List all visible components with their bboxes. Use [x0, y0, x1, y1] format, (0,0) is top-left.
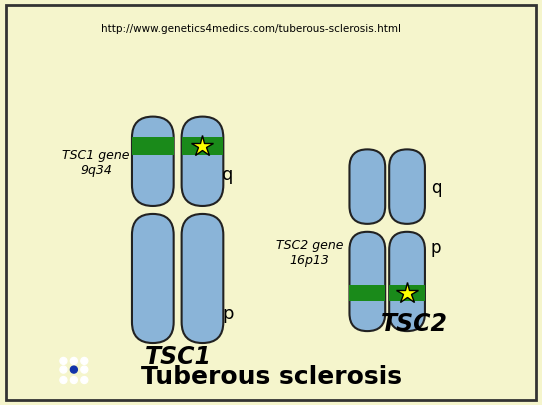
- FancyBboxPatch shape: [182, 117, 223, 206]
- FancyBboxPatch shape: [6, 5, 536, 400]
- Text: TSC2 gene
16p13: TSC2 gene 16p13: [276, 239, 344, 266]
- Text: p: p: [222, 305, 234, 323]
- Text: Tuberous sclerosis: Tuberous sclerosis: [140, 365, 402, 389]
- FancyBboxPatch shape: [132, 214, 173, 343]
- FancyBboxPatch shape: [350, 149, 385, 224]
- Bar: [350, 286, 385, 301]
- Text: p: p: [431, 239, 441, 257]
- FancyBboxPatch shape: [182, 214, 223, 343]
- Bar: [132, 137, 173, 156]
- FancyBboxPatch shape: [132, 117, 173, 206]
- Bar: [389, 286, 425, 301]
- FancyBboxPatch shape: [389, 232, 425, 331]
- FancyBboxPatch shape: [389, 149, 425, 224]
- Text: q: q: [431, 179, 441, 197]
- Text: TSC1: TSC1: [145, 345, 212, 369]
- Text: TSC1 gene
9q34: TSC1 gene 9q34: [62, 149, 130, 177]
- Text: http://www.genetics4medics.com/tuberous-sclerosis.html: http://www.genetics4medics.com/tuberous-…: [101, 24, 401, 34]
- Bar: [182, 137, 223, 156]
- Text: TSC2: TSC2: [380, 312, 448, 336]
- Text: q: q: [222, 166, 234, 184]
- FancyBboxPatch shape: [350, 232, 385, 331]
